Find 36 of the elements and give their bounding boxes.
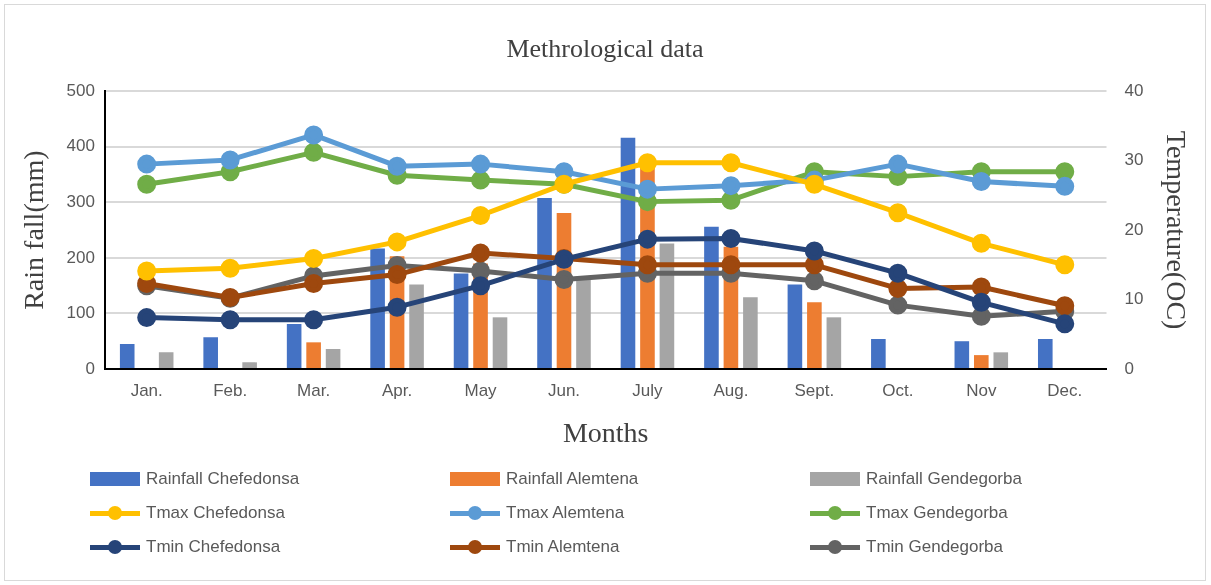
x-tick-label: July [632, 380, 664, 400]
legend-label: Tmax Alemtena [506, 503, 625, 523]
legend-label: Tmin Alemtena [506, 537, 620, 557]
legend-label: Rainfall Chefedonsa [146, 469, 300, 489]
y2-tick-label: 30 [1124, 150, 1144, 170]
x-tick-label: Nov [966, 380, 997, 400]
legend-label: Rainfall Gendegorba [866, 469, 1022, 489]
x-tick-label: Apr. [381, 380, 413, 400]
y2-tick-label: 20 [1124, 219, 1144, 239]
chart-title: Methrological data [506, 34, 704, 64]
legend-label: Rainfall Alemtena [506, 469, 639, 489]
x-tick-label: Mar. [297, 380, 331, 400]
x-tick-label: Aug. [713, 380, 749, 400]
y-tick-label: 100 [66, 303, 95, 323]
x-tick-label: Feb. [213, 380, 248, 400]
x-tick-label: Sept. [794, 380, 835, 400]
y2-axis-title: Temperature(OC) [1160, 130, 1192, 330]
y2-tick-label: 10 [1124, 289, 1144, 309]
y-tick-label: 500 [66, 80, 95, 100]
x-tick-label: May [464, 380, 498, 400]
y-tick-label: 0 [85, 358, 95, 378]
y2-tick-label: 0 [1124, 358, 1134, 378]
x-axis-title: Months [562, 416, 649, 448]
legend-label: Tmax Chefedonsa [146, 503, 285, 523]
legend-label: Tmax Gendegorba [866, 503, 1008, 523]
y2-tick-label: 40 [1124, 80, 1144, 100]
x-tick-label: Oct. [882, 380, 914, 400]
x-tick-label: Jan. [130, 380, 163, 400]
y-tick-label: 200 [66, 247, 95, 267]
x-tick-label: Dec. [1047, 380, 1083, 400]
y-tick-label: 400 [66, 136, 95, 156]
y-axis-title: Rain fall(mm) [18, 150, 50, 310]
x-tick-label: Jun. [547, 380, 581, 400]
y-tick-label: 300 [66, 192, 95, 212]
legend-label: Tmin Gendegorba [866, 537, 1004, 557]
legend-label: Tmin Chefedonsa [146, 537, 281, 557]
